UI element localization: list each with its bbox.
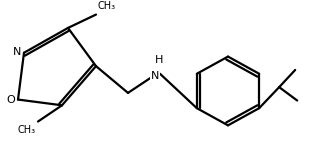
Text: H: H: [155, 55, 163, 65]
Text: CH₃: CH₃: [18, 125, 36, 135]
Text: CH₃: CH₃: [98, 1, 116, 11]
Text: N: N: [151, 71, 159, 81]
Text: O: O: [7, 95, 16, 105]
Text: N: N: [13, 47, 21, 57]
